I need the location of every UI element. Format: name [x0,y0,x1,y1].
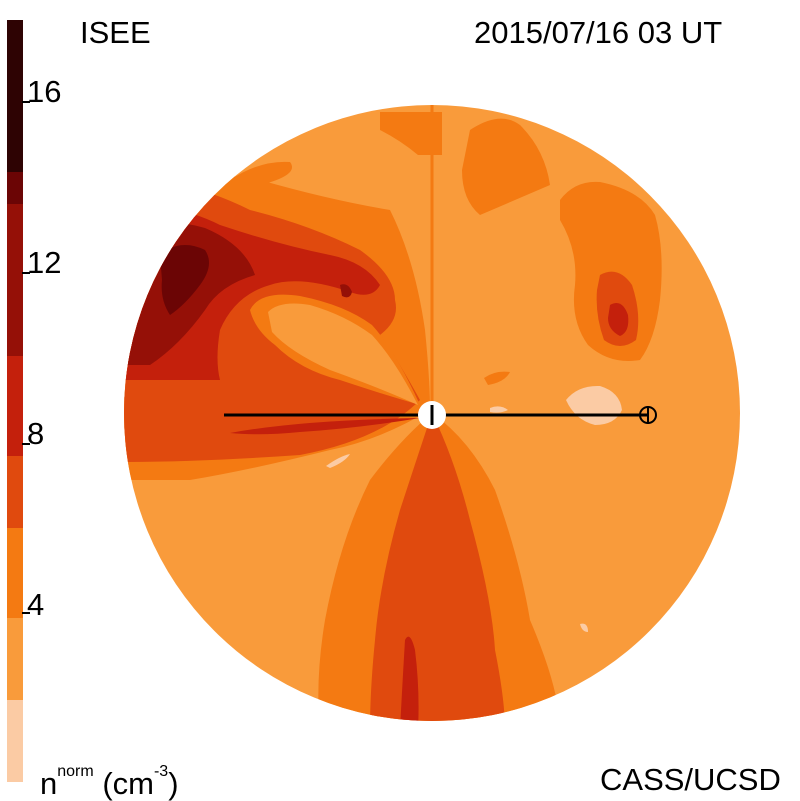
density-contour [608,302,629,336]
units-exponent: -3 [153,763,169,780]
density-contour [340,284,352,298]
density-contour [462,118,550,215]
low-density-patch [580,623,588,632]
colorbar-tick-label: 4 [27,587,45,622]
low-density-patch [326,454,350,468]
units-superscript: norm [57,763,94,780]
source-label: ISEE [80,15,151,50]
low-density-patch [490,406,508,413]
colorbar-segment [7,284,23,356]
colorbar-segment [7,172,23,204]
credit-label: CASS/UCSD [600,762,781,797]
density-contour [484,371,510,385]
colorbar-segment [7,700,23,782]
colorbar-segment [7,618,23,700]
colorbar [7,20,23,782]
colorbar-tick [22,101,30,103]
colorbar-segment [7,204,23,284]
units-symbol: n [40,766,58,801]
timestamp-label: 2015/07/16 03 UT [474,15,723,50]
colorbar-tick [22,443,30,445]
density-contour [230,418,420,435]
density-contour [400,636,419,721]
colorbar-segment [7,356,23,456]
colorbar-tick [22,612,30,614]
density-contour [160,245,209,315]
units-close: ) [168,766,179,801]
density-contour [370,413,505,721]
colorbar-tick-label: 16 [27,74,62,109]
units-label: nnorm (cm-3) [40,763,179,801]
colorbar-tick-label: 8 [27,416,45,451]
colorbar-tick-label: 12 [27,245,62,280]
units-paren: (cm [93,766,154,801]
colorbar-segment [7,20,23,172]
colorbar-segment [7,456,23,528]
density-contour [380,112,442,155]
density-contour [268,303,418,405]
colorbar-tick [22,272,30,274]
